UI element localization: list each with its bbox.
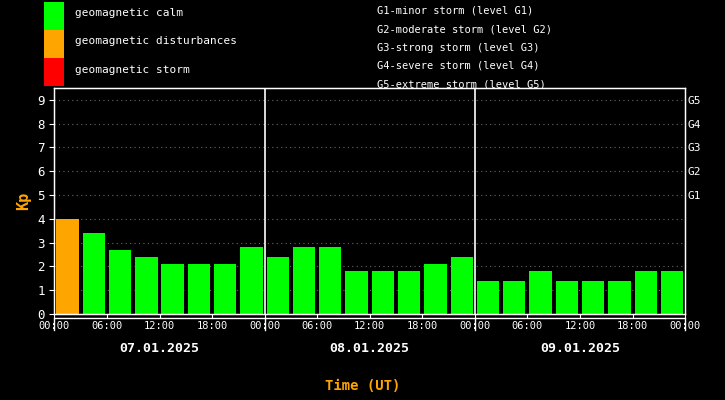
Y-axis label: Kp: Kp (17, 192, 32, 210)
Bar (135, 257, 157, 314)
Text: geomagnetic storm: geomagnetic storm (75, 64, 189, 74)
Text: G5-extreme storm (level G5): G5-extreme storm (level G5) (377, 80, 546, 90)
Bar (293, 247, 315, 314)
Text: 08.01.2025: 08.01.2025 (330, 342, 410, 355)
Text: G1-minor storm (level G1): G1-minor storm (level G1) (377, 6, 534, 16)
Text: geomagnetic disturbances: geomagnetic disturbances (75, 36, 236, 46)
Bar (162, 264, 184, 314)
Bar (83, 233, 105, 314)
Bar (44, 30, 64, 58)
Bar (477, 281, 500, 314)
Bar (188, 264, 210, 314)
Bar (214, 264, 236, 314)
Bar (44, 58, 64, 86)
Text: Time (UT): Time (UT) (325, 380, 400, 394)
Bar (240, 247, 262, 314)
Bar (398, 271, 420, 314)
Text: geomagnetic calm: geomagnetic calm (75, 8, 183, 18)
Text: G3-strong storm (level G3): G3-strong storm (level G3) (377, 42, 539, 52)
Bar (450, 257, 473, 314)
Bar (503, 281, 526, 314)
Text: 07.01.2025: 07.01.2025 (120, 342, 199, 355)
Bar (634, 271, 657, 314)
Bar (424, 264, 447, 314)
Bar (608, 281, 631, 314)
Bar (267, 257, 289, 314)
Bar (660, 271, 683, 314)
Bar (555, 281, 578, 314)
Bar (44, 2, 64, 30)
Bar (582, 281, 605, 314)
Text: G2-moderate storm (level G2): G2-moderate storm (level G2) (377, 24, 552, 34)
Bar (319, 247, 341, 314)
Text: G4-severe storm (level G4): G4-severe storm (level G4) (377, 61, 539, 71)
Bar (529, 271, 552, 314)
Bar (372, 271, 394, 314)
Text: 09.01.2025: 09.01.2025 (540, 342, 620, 355)
Bar (57, 219, 79, 314)
Bar (109, 250, 131, 314)
Bar (345, 271, 368, 314)
